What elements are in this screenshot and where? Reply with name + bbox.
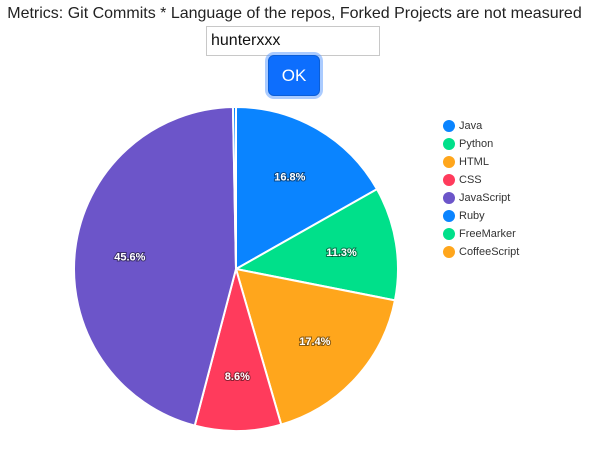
legend-item-coffeescript[interactable]: CoffeeScript xyxy=(443,243,519,261)
username-input[interactable] xyxy=(206,26,380,56)
legend-label: Ruby xyxy=(459,210,485,222)
pie-labels: 16.8% 11.3% 17.4% 8.6% 45.6% xyxy=(113,171,358,384)
legend-item-javascript[interactable]: JavaScript xyxy=(443,189,519,207)
legend-item-ruby[interactable]: Ruby xyxy=(443,207,519,225)
legend-swatch xyxy=(443,174,455,186)
legend-label: JavaScript xyxy=(459,192,511,204)
slice-label-python: 11.3% xyxy=(326,247,357,259)
legend-label: FreeMarker xyxy=(459,228,516,240)
legend-item-python[interactable]: Python xyxy=(443,135,519,153)
legend-swatch xyxy=(443,156,455,168)
pie-slice-python[interactable] xyxy=(233,187,399,302)
slice-label-java: 16.8% xyxy=(274,172,305,184)
legend-item-css[interactable]: CSS xyxy=(443,171,519,189)
legend-item-html[interactable]: HTML xyxy=(443,153,519,171)
pie-slice-html[interactable] xyxy=(234,267,397,426)
pie-slices xyxy=(73,105,399,432)
legend-swatch xyxy=(443,210,455,222)
legend-swatch xyxy=(443,228,455,240)
legend-swatch xyxy=(443,192,455,204)
legend-item-java[interactable]: Java xyxy=(443,117,519,135)
pie-slice-java[interactable] xyxy=(235,105,379,271)
pie-slice-javascript[interactable] xyxy=(73,106,238,427)
slice-label-javascript: 45.6% xyxy=(114,251,145,263)
legend-swatch xyxy=(443,246,455,258)
pie-slice-css[interactable] xyxy=(193,265,283,432)
chart-title: Metrics: Git Commits * Language of the r… xyxy=(7,5,582,22)
legend-label: CSS xyxy=(459,174,482,186)
chart-legend: Java Python HTML CSS JavaScript Ruby FreeMarke… xyxy=(443,117,519,261)
legend-item-freemarker[interactable]: FreeMarker xyxy=(443,225,519,243)
legend-swatch xyxy=(443,138,455,150)
legend-label: HTML xyxy=(459,156,489,168)
legend-label: CoffeeScript xyxy=(459,246,520,258)
slice-label-css: 8.6% xyxy=(225,371,250,383)
slice-label-html: 17.4% xyxy=(299,336,330,348)
legend-label: Python xyxy=(459,138,494,150)
legend-label: Java xyxy=(459,120,483,132)
ok-button[interactable]: OK xyxy=(268,55,320,96)
legend-swatch xyxy=(443,120,455,132)
pie-slice-ruby[interactable] xyxy=(231,105,237,270)
